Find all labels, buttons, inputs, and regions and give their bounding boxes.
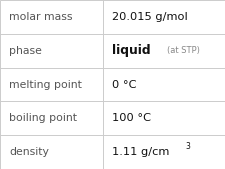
Text: 100 °C: 100 °C [111, 113, 150, 123]
Text: 3: 3 [185, 141, 190, 151]
Text: molar mass: molar mass [9, 12, 72, 22]
Text: phase: phase [9, 46, 42, 56]
Text: liquid: liquid [111, 44, 150, 57]
Text: melting point: melting point [9, 79, 81, 90]
Text: 0 °C: 0 °C [111, 79, 136, 90]
Text: 20.015 g/mol: 20.015 g/mol [111, 12, 187, 22]
Text: density: density [9, 147, 49, 157]
Text: (at STP): (at STP) [167, 46, 199, 55]
Text: 1.11 g/cm: 1.11 g/cm [111, 147, 169, 157]
Text: boiling point: boiling point [9, 113, 77, 123]
